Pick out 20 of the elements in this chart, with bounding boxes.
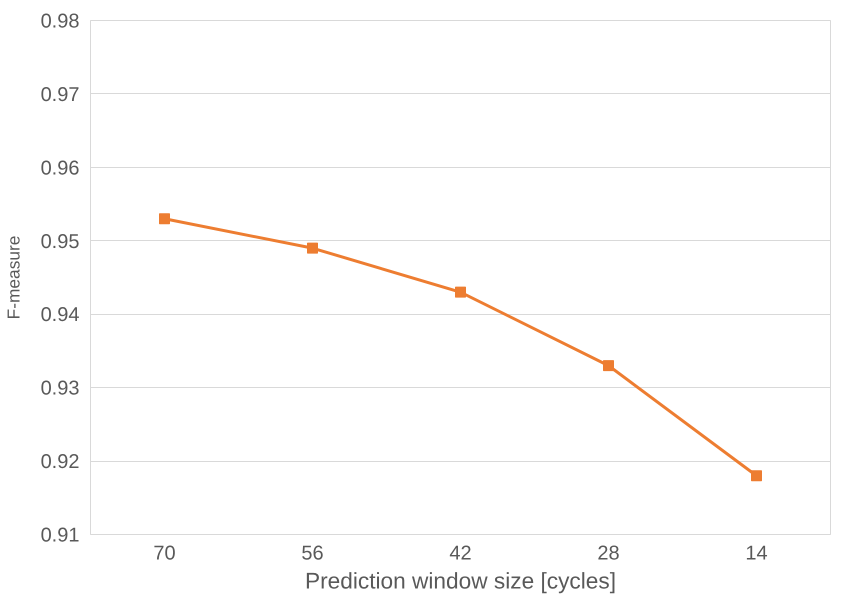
y-tick-label: 0.97 bbox=[40, 84, 80, 106]
x-axis-title: Prediction window size [cycles] bbox=[304, 568, 616, 594]
point bbox=[603, 360, 614, 372]
y-tick-label: 0.98 bbox=[40, 10, 80, 32]
point bbox=[307, 242, 318, 254]
y-tick-label: 0.93 bbox=[40, 378, 80, 400]
point bbox=[159, 213, 170, 224]
y-tick-label: 0.94 bbox=[40, 304, 80, 326]
x-tick-label: 14 bbox=[745, 542, 768, 564]
point bbox=[751, 470, 762, 482]
y-tick-label: 0.92 bbox=[40, 451, 80, 474]
x-tick-label: 70 bbox=[153, 542, 176, 564]
y-tick-label: 0.95 bbox=[40, 230, 80, 253]
y-tick-label: 0.91 bbox=[40, 524, 80, 546]
y-axis-title: F-measure bbox=[4, 236, 24, 320]
point bbox=[455, 286, 466, 298]
x-tick-label: 56 bbox=[301, 542, 324, 564]
x-tick-label: 42 bbox=[449, 542, 472, 564]
x-tick-label: 28 bbox=[597, 542, 620, 564]
y-tick-label: 0.96 bbox=[40, 157, 80, 180]
